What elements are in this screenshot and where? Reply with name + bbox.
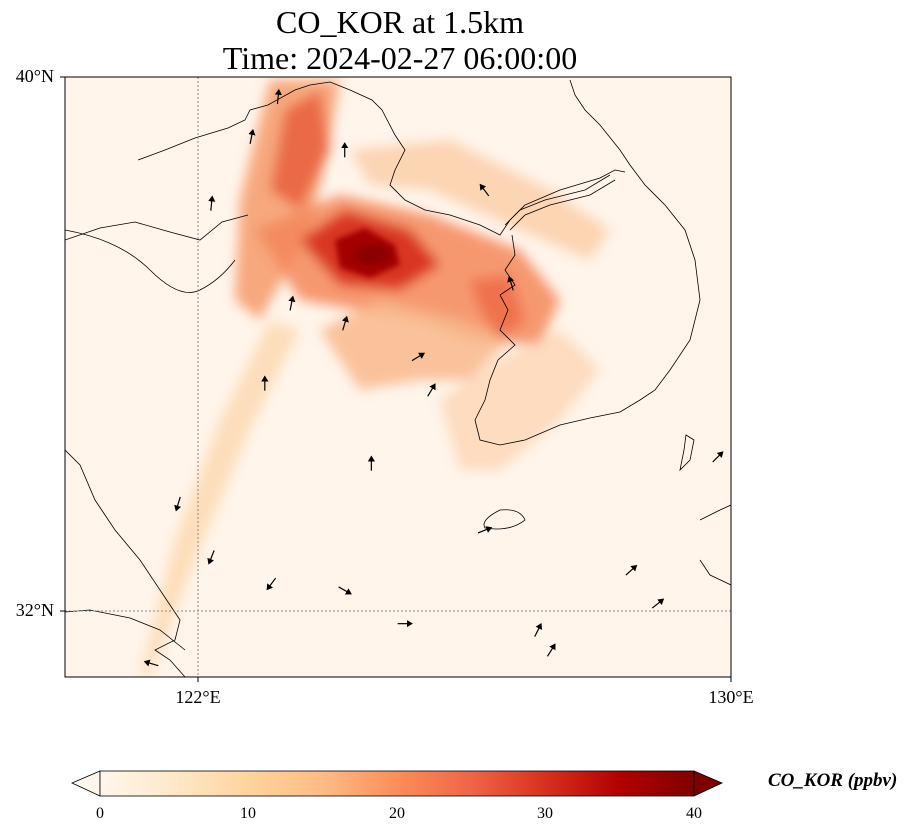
dmz-line-b [509,179,616,231]
coastline-liaodong-bay [65,214,249,241]
coastline-kyushu [699,559,731,586]
wind-arrow [534,622,543,637]
wind-arrow [625,564,638,576]
colorbar-max-extend [693,770,723,797]
lon-label-130e: 130°E [708,687,754,707]
coastline-korea-east [474,79,701,446]
map-title-line1: CO_KOR at 1.5km [276,4,524,40]
wind-arrow [207,550,215,565]
coastline-shandong-border [65,229,236,293]
wind-arrow [651,598,665,609]
colorbar [71,770,723,797]
wind-arrow [427,383,436,397]
plume-eastern-arm [350,140,610,260]
map-title-line2: Time: 2024-02-27 06:00:00 [222,40,578,76]
wind-arrow [174,496,182,512]
colorbar-min-extend [71,770,101,797]
wind-arrow [338,586,352,595]
lat-label-40n: 40°N [15,66,54,86]
map-frame [64,76,732,678]
lon-label-122e: 122°E [175,687,221,707]
plume-coastal-core [470,275,525,340]
wind-arrow [411,352,426,362]
wind-arrow [479,183,490,197]
coastline-tsushima [679,434,695,472]
wind-arrow [274,88,282,105]
plume-peak-layer [335,228,400,278]
lat-label-32n: 32°N [15,600,54,620]
plume-mid-band [320,300,510,390]
plume-southern-arm [440,330,600,470]
plume-peak-center [354,245,390,265]
wind-arrow [143,659,159,667]
wind-vector-layer [143,88,724,667]
wind-arrow [477,526,493,534]
wind-arrow [341,315,349,331]
colorbar-tick-10: 10 [240,805,256,822]
wind-arrow [266,577,277,591]
wind-arrow [507,275,515,291]
map-plot-area [65,77,731,677]
wind-arrow [546,643,556,657]
colorbar-tick-40: 40 [686,805,702,822]
dmz-line-a [504,174,611,226]
colorbar-tick-30: 30 [537,805,553,822]
coastline-jeju-island [483,509,526,530]
plume-western-trail [140,320,300,677]
wind-arrow [208,195,216,211]
colorbar-tick-20: 20 [389,805,405,822]
wind-arrow [712,451,724,463]
coastline-jiangsu [65,449,186,677]
co-concentration-map [60,76,732,682]
co-plume-layer [140,80,610,677]
wind-arrow [288,295,296,311]
colorbar-gradient [99,770,695,797]
colorbar-tick-0: 0 [96,805,104,822]
plume-northern-core [270,90,330,210]
wind-arrow [248,128,256,144]
coastline-kyushu-north [699,504,731,521]
colorbar-label: CO_KOR (ppbv) [768,770,898,791]
